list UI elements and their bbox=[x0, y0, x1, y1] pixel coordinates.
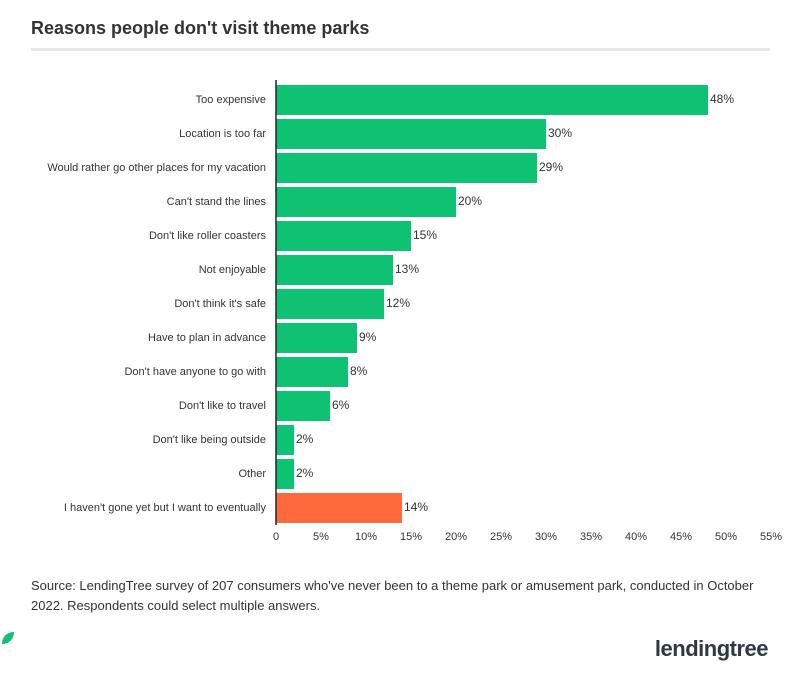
y-tick-label: Don't like roller coasters bbox=[149, 230, 267, 242]
data-label: 12% bbox=[386, 296, 410, 310]
x-tick-label: 35% bbox=[580, 531, 602, 543]
data-label: 2% bbox=[296, 432, 314, 446]
bar bbox=[276, 85, 708, 115]
y-tick-label: I haven't gone yet but I want to eventua… bbox=[64, 502, 267, 514]
x-tick-label: 50% bbox=[715, 531, 737, 543]
data-label: 15% bbox=[413, 228, 437, 242]
bar bbox=[276, 459, 294, 489]
bar bbox=[276, 289, 384, 319]
y-tick-label: Can't stand the lines bbox=[167, 196, 267, 208]
bar bbox=[276, 221, 411, 251]
source-note: Source: LendingTree survey of 207 consum… bbox=[31, 578, 754, 613]
y-tick-label: Would rather go other places for my vaca… bbox=[47, 162, 266, 174]
data-label: 20% bbox=[458, 194, 482, 208]
x-tick-label: 10% bbox=[355, 531, 377, 543]
chart-title: Reasons people don't visit theme parks bbox=[31, 18, 370, 38]
x-tick-label: 55% bbox=[760, 531, 782, 543]
x-tick-label: 5% bbox=[313, 531, 329, 543]
x-tick-label: 45% bbox=[670, 531, 692, 543]
y-tick-label: Don't think it's safe bbox=[174, 298, 266, 310]
data-label: 2% bbox=[296, 466, 314, 480]
bar bbox=[276, 119, 546, 149]
data-label: 8% bbox=[350, 364, 368, 378]
y-tick-label: Too expensive bbox=[196, 94, 266, 106]
y-tick-label: Don't have anyone to go with bbox=[124, 366, 266, 378]
data-label: 6% bbox=[332, 398, 350, 412]
bar bbox=[276, 493, 402, 523]
y-tick-label: Not enjoyable bbox=[199, 264, 266, 276]
bar bbox=[276, 425, 294, 455]
y-tick-label: Have to plan in advance bbox=[148, 332, 266, 344]
logo: lendingtree bbox=[654, 636, 769, 661]
x-tick-label: 0 bbox=[273, 531, 279, 543]
y-tick-label: Don't like to travel bbox=[179, 400, 266, 412]
bar bbox=[276, 187, 456, 217]
bar bbox=[276, 153, 537, 183]
title-rule bbox=[31, 48, 770, 51]
chart: 0 5% 10% 15% 20% 25% 30% 35% 40% 45% 50% 55% Too exp… bbox=[47, 80, 782, 543]
logo-icon bbox=[2, 632, 14, 644]
x-tick-label: 25% bbox=[490, 531, 512, 543]
data-label: 9% bbox=[359, 330, 377, 344]
y-tick-label: Other bbox=[238, 468, 266, 480]
x-tick-label: 20% bbox=[445, 531, 467, 543]
y-tick-label: Location is too far bbox=[179, 128, 266, 140]
data-label: 29% bbox=[539, 160, 563, 174]
bar bbox=[276, 323, 357, 353]
data-label: 48% bbox=[710, 92, 734, 106]
bar bbox=[276, 357, 348, 387]
bar bbox=[276, 391, 330, 421]
x-tick-label: 30% bbox=[535, 531, 557, 543]
y-tick-label: Don't like being outside bbox=[153, 434, 266, 446]
x-tick-label: 15% bbox=[400, 531, 422, 543]
data-label: 13% bbox=[395, 262, 419, 276]
bar bbox=[276, 255, 393, 285]
data-label: 30% bbox=[548, 126, 572, 140]
data-label: 14% bbox=[404, 500, 428, 514]
x-tick-label: 40% bbox=[625, 531, 647, 543]
